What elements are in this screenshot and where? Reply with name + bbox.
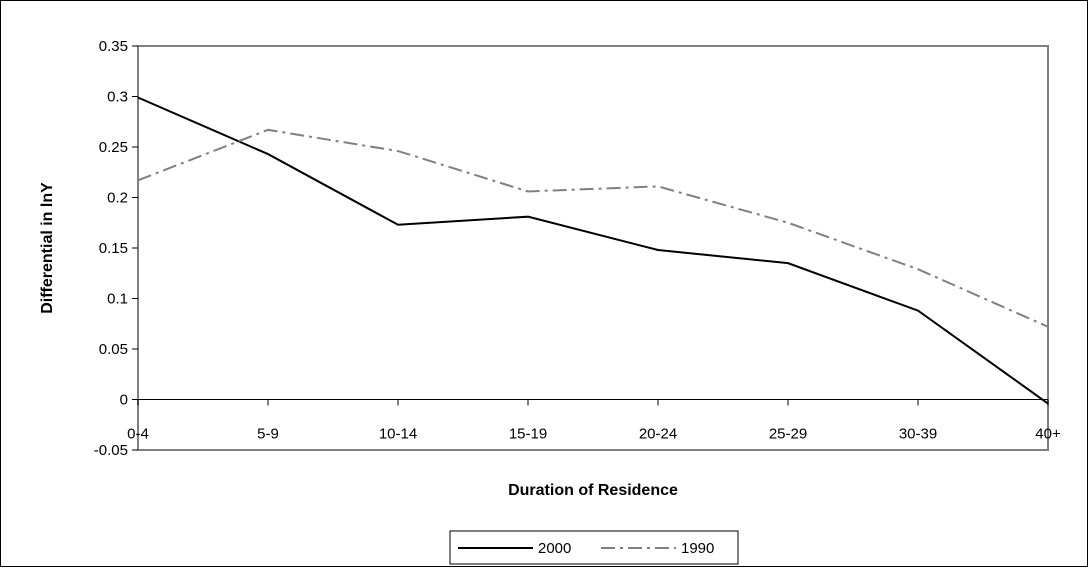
legend-label-1990: 1990 xyxy=(681,540,714,557)
series-line-1990 xyxy=(137,128,1049,328)
x-tick-label: 10-14 xyxy=(379,426,417,443)
y-tick-label: 0.15 xyxy=(99,240,128,257)
x-tick-label: 40+ xyxy=(1035,426,1061,443)
x-tick-label: 25-29 xyxy=(769,426,807,443)
x-tick-label: 5-9 xyxy=(257,426,279,443)
y-axis-title: Differential in lnY xyxy=(39,182,56,314)
x-axis-ticks: 0-4 5-9 10-14 15-19 20-24 25-29 30-39 40+ xyxy=(127,399,1061,443)
y-tick-label: 0.1 xyxy=(107,291,128,308)
x-tick-label: 30-39 xyxy=(899,426,937,443)
y-tick-label: 0.05 xyxy=(99,341,128,358)
y-tick-label: 0.35 xyxy=(99,38,128,55)
series-line-2000 xyxy=(137,96,1049,405)
plot-area xyxy=(137,45,1049,451)
y-tick-label: 0.3 xyxy=(107,89,128,106)
legend-items: 2000 1990 xyxy=(458,540,714,557)
x-tick-label: 20-24 xyxy=(639,426,677,443)
y-tick-label: -0.05 xyxy=(94,442,128,459)
x-axis-title: Duration of Residence xyxy=(508,482,678,499)
x-tick-label: 15-19 xyxy=(509,426,547,443)
legend: 2000 1990 xyxy=(449,530,739,565)
series-lines xyxy=(137,96,1049,405)
legend-label-2000: 2000 xyxy=(538,540,571,557)
y-tick-label: 0.25 xyxy=(99,139,128,156)
y-axis-ticks: 0.35 0.3 0.25 0.2 0.15 0.1 0.05 0 -0.05 xyxy=(94,38,138,459)
y-tick-label: 0.2 xyxy=(107,190,128,207)
y-tick-label: 0 xyxy=(120,392,128,409)
x-tick-label: 0-4 xyxy=(127,426,149,443)
